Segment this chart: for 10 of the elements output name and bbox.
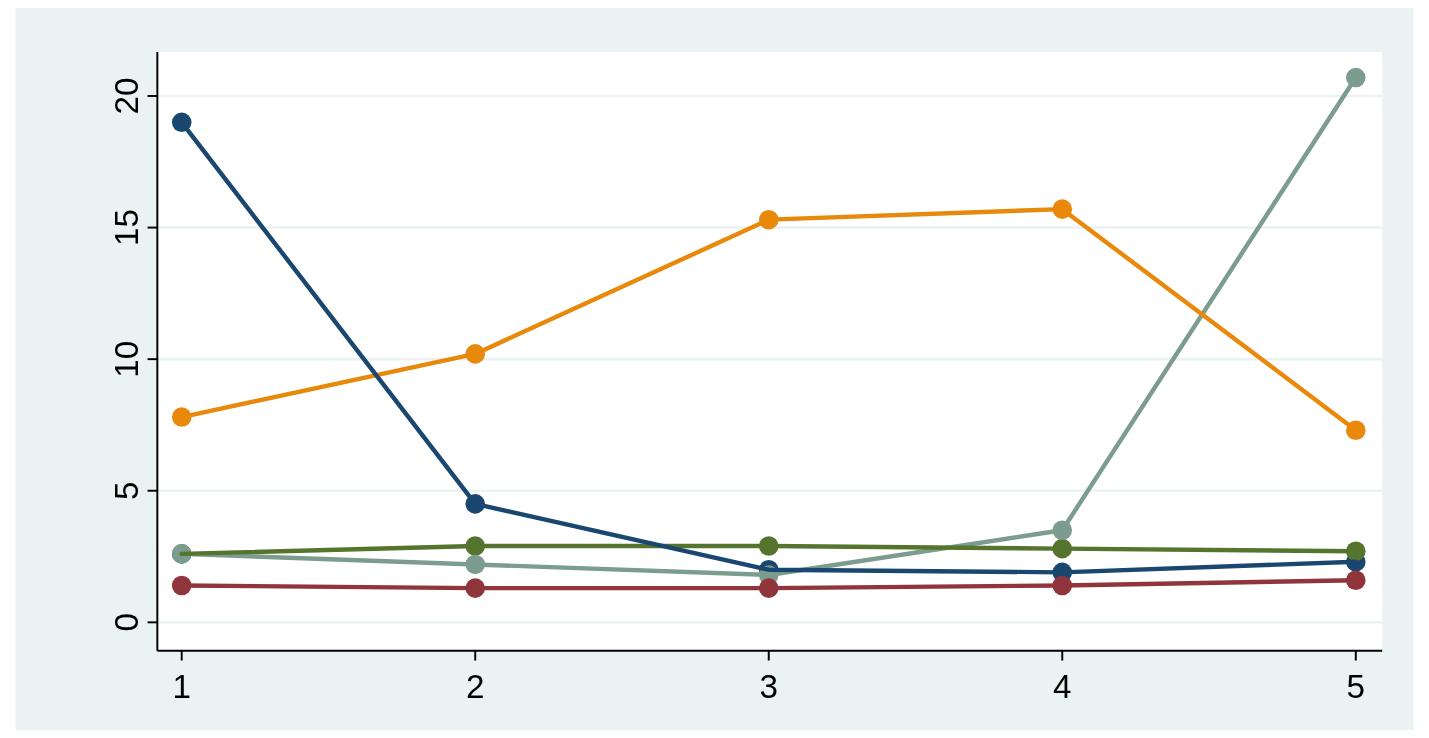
y-tick-label: 0 xyxy=(107,613,145,632)
y-tick-label: 10 xyxy=(107,340,145,378)
x-tick-label: 4 xyxy=(1053,667,1072,705)
y-tick-label: 20 xyxy=(107,77,145,115)
x-tick-label: 3 xyxy=(759,667,778,705)
x-tick-label: 5 xyxy=(1346,667,1366,705)
x-tick-label: 2 xyxy=(465,667,485,705)
y-tick-label: 5 xyxy=(107,481,145,500)
y-tick-label: 15 xyxy=(107,209,145,247)
x-tick-label: 1 xyxy=(172,667,191,705)
